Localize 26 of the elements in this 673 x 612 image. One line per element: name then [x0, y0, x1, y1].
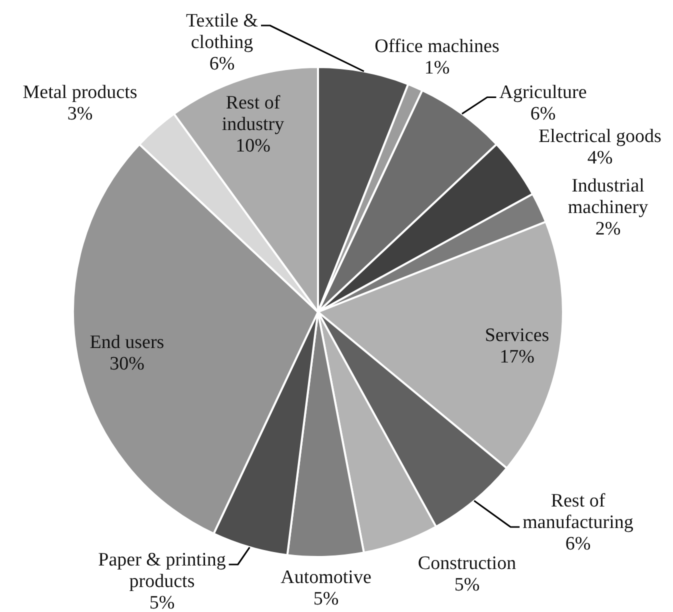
data-label: 30%	[110, 354, 145, 375]
data-label: 6%	[530, 104, 556, 125]
data-label: 3%	[67, 104, 93, 125]
slice-label: End users	[90, 332, 164, 354]
slice-label: Construction	[418, 553, 517, 574]
slice-label: Electrical goods	[538, 126, 662, 148]
slice-label: Office machines	[374, 36, 500, 58]
slice-label: Services	[484, 325, 550, 346]
slice-label: Paper & printing products	[98, 549, 226, 592]
data-label: 17%	[500, 346, 535, 368]
data-label: 6%	[565, 533, 591, 554]
data-label: 6%	[209, 53, 235, 74]
slice-label: Rest of industry	[222, 92, 285, 135]
data-label: 1%	[424, 58, 450, 79]
slice-label: Metal products	[22, 82, 138, 104]
data-label: 5%	[149, 592, 175, 612]
data-label: 4%	[587, 148, 613, 169]
data-label: 2%	[595, 218, 621, 240]
data-label: 10%	[236, 135, 271, 156]
slice-label: Industrial machinery	[568, 175, 649, 218]
slice-label: Agriculture	[499, 82, 587, 104]
data-label: 5%	[313, 588, 339, 610]
slice-label: Automotive	[280, 567, 372, 588]
slice-label: Rest of manufacturing	[522, 490, 634, 533]
data-label: 5%	[454, 574, 480, 596]
slice-label: Textile & clothing	[186, 10, 258, 53]
